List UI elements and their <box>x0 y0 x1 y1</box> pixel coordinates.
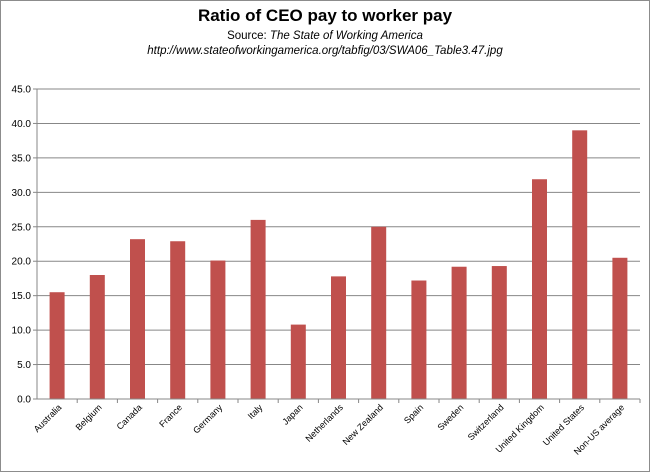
bar <box>451 266 467 399</box>
x-axis-labels: Australia Belgium Canada France Germany Italy… <box>32 402 627 457</box>
bar <box>130 239 145 399</box>
bar <box>371 226 387 399</box>
x-tick-label: Sweden <box>435 402 465 432</box>
x-tick-label: Switzerland <box>466 402 506 442</box>
y-tick-label: 10.0 <box>12 326 32 337</box>
x-tick-label: Japan <box>280 402 304 426</box>
bar <box>612 257 628 399</box>
y-tick-label: 20.0 <box>12 257 32 268</box>
bar <box>331 276 346 399</box>
x-tick-label: Belgium <box>74 402 104 432</box>
bar <box>411 280 427 399</box>
y-tick-label: 35.0 <box>12 153 32 164</box>
y-tick-label: 0.0 <box>17 395 31 406</box>
chart-title: Ratio of CEO pay to worker pay <box>197 6 453 25</box>
x-tick-label: Netherlands <box>304 402 346 444</box>
y-tick-label: 25.0 <box>12 222 32 233</box>
bar <box>49 292 65 399</box>
bars <box>49 130 628 400</box>
y-tick-label: 15.0 <box>12 291 32 302</box>
bar <box>210 260 226 399</box>
chart-subtitle-source: Source: The State of Working America <box>0 30 650 42</box>
y-tick-label: 45.0 <box>12 85 32 96</box>
y-axis-ticks: 0.0 5.0 10.0 15.0 20.0 25.0 30.0 35.0 40.0 45.0 <box>12 85 32 406</box>
chart-subtitle-url: http://www.stateofworkingamerica.org/tab… <box>147 45 503 57</box>
bar <box>572 130 588 400</box>
bar <box>170 241 186 399</box>
bar <box>250 219 266 399</box>
source-prefix: Source: <box>227 30 270 42</box>
x-tick-label: Spain <box>402 402 425 425</box>
x-tick-label: Germany <box>191 402 225 436</box>
x-tick-label: New Zealand <box>341 402 386 447</box>
x-tick-label: Italy <box>246 402 265 421</box>
y-tick-label: 5.0 <box>17 360 31 371</box>
bar <box>532 179 547 399</box>
bar <box>491 266 507 399</box>
x-tick-label: Australia <box>32 402 64 434</box>
y-tick-label: 30.0 <box>12 188 32 199</box>
bar <box>89 275 105 399</box>
bar <box>290 324 306 399</box>
source-name: The State of Working America <box>269 30 423 42</box>
y-tick-label: 40.0 <box>12 119 32 130</box>
x-tick-label: France <box>157 402 184 429</box>
x-tick-label: Canada <box>115 402 144 431</box>
